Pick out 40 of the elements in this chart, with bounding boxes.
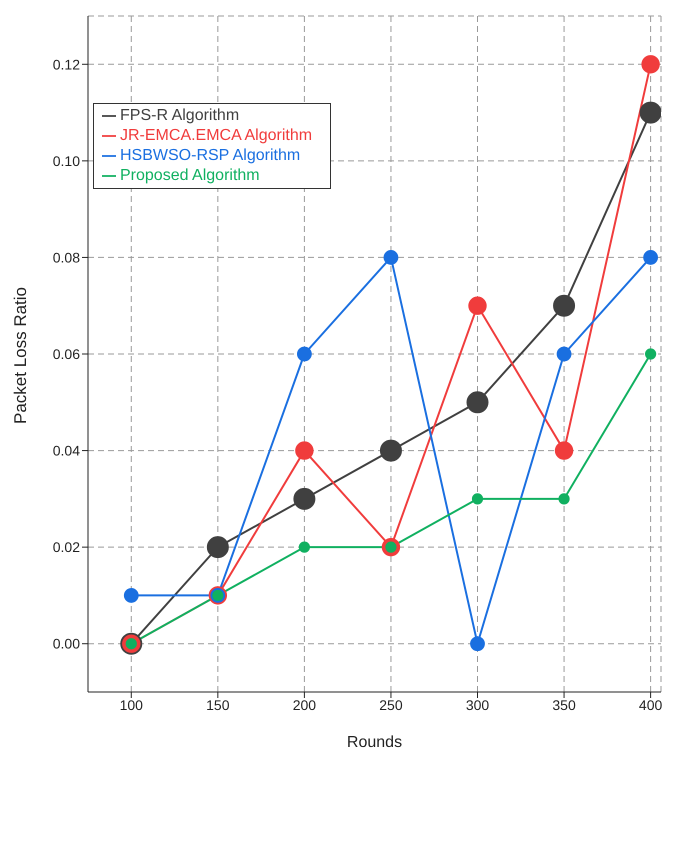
point	[298, 542, 310, 553]
point	[645, 348, 656, 360]
point	[206, 536, 229, 558]
x-tick-label: 150	[206, 696, 230, 713]
point	[296, 346, 312, 362]
legend-label: JR-EMCA.EMCA Algorithm	[120, 127, 312, 144]
point	[470, 636, 485, 652]
point	[124, 588, 139, 603]
y-tick-label: 0.06	[52, 346, 80, 362]
point	[641, 55, 660, 74]
x-tick-label: 300	[466, 696, 490, 713]
point	[293, 488, 316, 510]
point	[554, 441, 574, 460]
y-tick-label: 0.10	[52, 152, 80, 169]
x-tick-label: 400	[638, 696, 663, 713]
point	[468, 296, 487, 315]
point	[380, 440, 402, 462]
y-tick-label: 0.12	[52, 56, 80, 72]
y-tick-label: 0.04	[52, 442, 80, 459]
point	[640, 102, 661, 124]
legend-label: FPS-R Algorithm	[120, 107, 240, 124]
point	[643, 250, 658, 265]
legend-label: Proposed Algorithm	[120, 167, 260, 184]
x-axis-title: Rounds	[346, 734, 402, 751]
y-tick-label: 0.00	[52, 636, 80, 652]
point	[472, 493, 484, 504]
x-tick-label: 250	[379, 696, 403, 713]
point	[295, 441, 314, 460]
y-tick-label: 0.08	[52, 249, 80, 266]
x-tick-label: 350	[552, 696, 576, 713]
point	[466, 391, 488, 414]
point	[558, 493, 570, 504]
legend-label: HSBWSO-RSP Algorithm	[120, 147, 300, 164]
x-tick-label: 100	[120, 696, 144, 713]
y-tick-label: 0.02	[52, 539, 80, 556]
point	[556, 346, 572, 362]
point	[553, 294, 576, 317]
y-axis-title: Packet Loss Ratio	[11, 286, 30, 424]
x-tick-label: 200	[292, 696, 316, 713]
point	[384, 250, 398, 265]
